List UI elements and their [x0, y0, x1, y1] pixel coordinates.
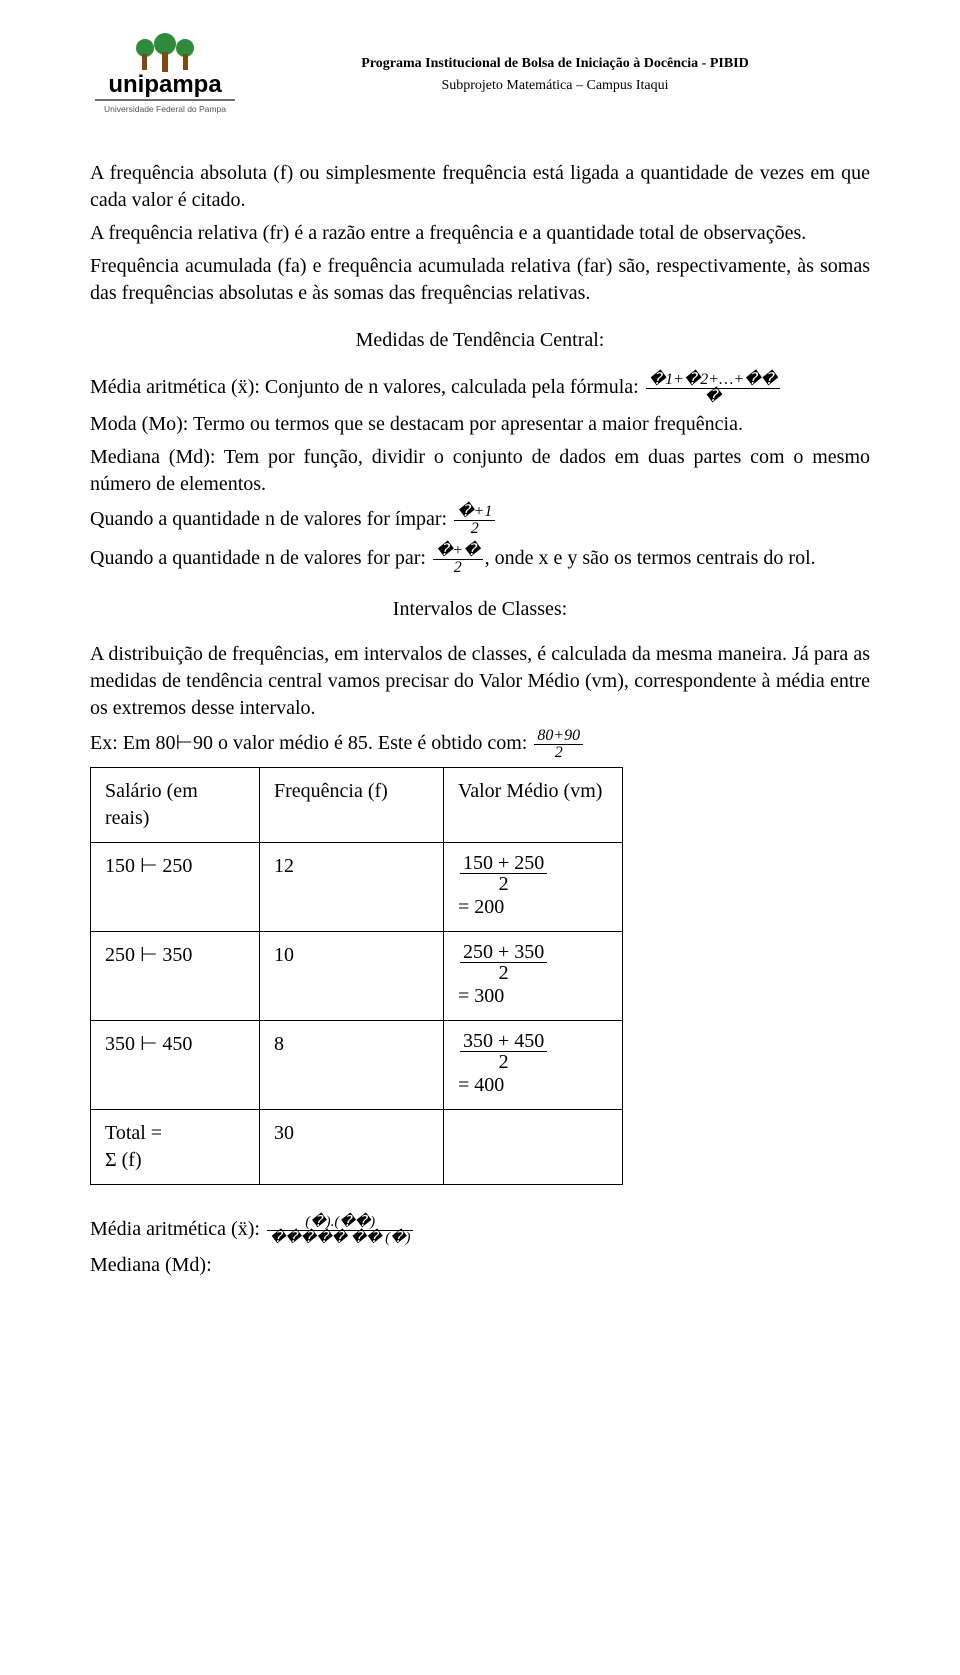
footer-media-fraction: (�).(��) ����� �� (�)	[267, 1215, 414, 1246]
vm-result: = 300	[458, 985, 504, 1007]
media-fraction: �1+�2+…+�� �	[646, 372, 780, 405]
par-fraction: �+� 2	[433, 543, 483, 576]
col-valor-medio: Valor Médio (vm)	[444, 768, 623, 843]
cell-total-label: Total = Σ (f)	[91, 1110, 260, 1185]
cell-range: 350 ⊢ 450	[91, 1021, 260, 1110]
cell-range: 250 ⊢ 350	[91, 932, 260, 1021]
col-frequencia: Frequência (f)	[260, 768, 444, 843]
section-intervalos: Intervalos de Classes:	[90, 596, 870, 623]
vm-fraction: 350 + 450 2	[460, 1031, 547, 1072]
example-text: Ex: Em 80⊢90 o valor médio é 85. Este é …	[90, 732, 532, 754]
example-fraction: 80+90 2	[534, 728, 583, 761]
svg-text:Universidade Federal do Pampa: Universidade Federal do Pampa	[104, 104, 226, 114]
cell-vm: 250 + 350 2 = 300	[444, 932, 623, 1021]
cell-f: 12	[260, 843, 444, 932]
paragraph-f: A frequência absoluta (f) ou simplesment…	[90, 160, 870, 214]
cell-f: 10	[260, 932, 444, 1021]
cell-vm: 350 + 450 2 = 400	[444, 1021, 623, 1110]
header-line-2: Subprojeto Matemática – Campus Itaqui	[240, 75, 870, 97]
section-tendencia: Medidas de Tendência Central:	[90, 327, 870, 354]
salary-table: Salário (em reais) Frequência (f) Valor …	[90, 767, 623, 1185]
header-text: Programa Institucional de Bolsa de Inici…	[240, 53, 870, 98]
cell-vm: 150 + 250 2 = 200	[444, 843, 623, 932]
table-row: 150 ⊢ 250 12 150 + 250 2 = 200	[91, 843, 623, 932]
vm-fraction: 150 + 250 2	[460, 853, 547, 894]
media-line: Média aritmética (ẍ): Conjunto de n valo…	[90, 372, 870, 405]
table-total-row: Total = Σ (f) 30	[91, 1110, 623, 1185]
footer-mediana: Mediana (Md):	[90, 1252, 870, 1279]
paragraph-fa: Frequência acumulada (fa) e frequência a…	[90, 253, 870, 307]
svg-text:unipampa: unipampa	[108, 71, 222, 98]
header-line-1: Programa Institucional de Bolsa de Inici…	[240, 53, 870, 75]
example-line: Ex: Em 80⊢90 o valor médio é 85. Este é …	[90, 728, 870, 761]
vm-result: = 400	[458, 1074, 504, 1096]
media-text: Média aritmética (ẍ): Conjunto de n valo…	[90, 376, 644, 398]
impar-text: Quando a quantidade n de valores for ímp…	[90, 508, 452, 530]
paragraph-fr: A frequência relativa (fr) é a razão ent…	[90, 220, 870, 247]
cell-range: 150 ⊢ 250	[91, 843, 260, 932]
impar-line: Quando a quantidade n de valores for ímp…	[90, 504, 870, 537]
cell-f: 8	[260, 1021, 444, 1110]
par-line: Quando a quantidade n de valores for par…	[90, 543, 870, 576]
par-text-b: , onde x e y são os termos centrais do r…	[485, 547, 816, 569]
table-row: 250 ⊢ 350 10 250 + 350 2 = 300	[91, 932, 623, 1021]
body-content: A frequência absoluta (f) ou simplesment…	[90, 160, 870, 1279]
vm-fraction: 250 + 350 2	[460, 942, 547, 983]
vm-result: = 200	[458, 896, 504, 918]
par-text-a: Quando a quantidade n de valores for par…	[90, 547, 431, 569]
moda-line: Moda (Mo): Termo ou termos que se destac…	[90, 411, 870, 438]
col-salario: Salário (em reais)	[91, 768, 260, 843]
dist-paragraph: A distribuição de frequências, em interv…	[90, 641, 870, 722]
footer-media-text: Média aritmética (ẍ):	[90, 1218, 265, 1240]
impar-fraction: �+1 2	[454, 504, 495, 537]
table-header-row: Salário (em reais) Frequência (f) Valor …	[91, 768, 623, 843]
cell-empty	[444, 1110, 623, 1185]
footer-media: Média aritmética (ẍ): (�).(��) ����� �� …	[90, 1215, 870, 1246]
page-header: unipampa Universidade Federal do Pampa P…	[90, 30, 870, 120]
cell-total-value: 30	[260, 1110, 444, 1185]
mediana-line: Mediana (Md): Tem por função, dividir o …	[90, 444, 870, 498]
unipampa-logo: unipampa Universidade Federal do Pampa	[90, 30, 240, 120]
table-row: 350 ⊢ 450 8 350 + 450 2 = 400	[91, 1021, 623, 1110]
